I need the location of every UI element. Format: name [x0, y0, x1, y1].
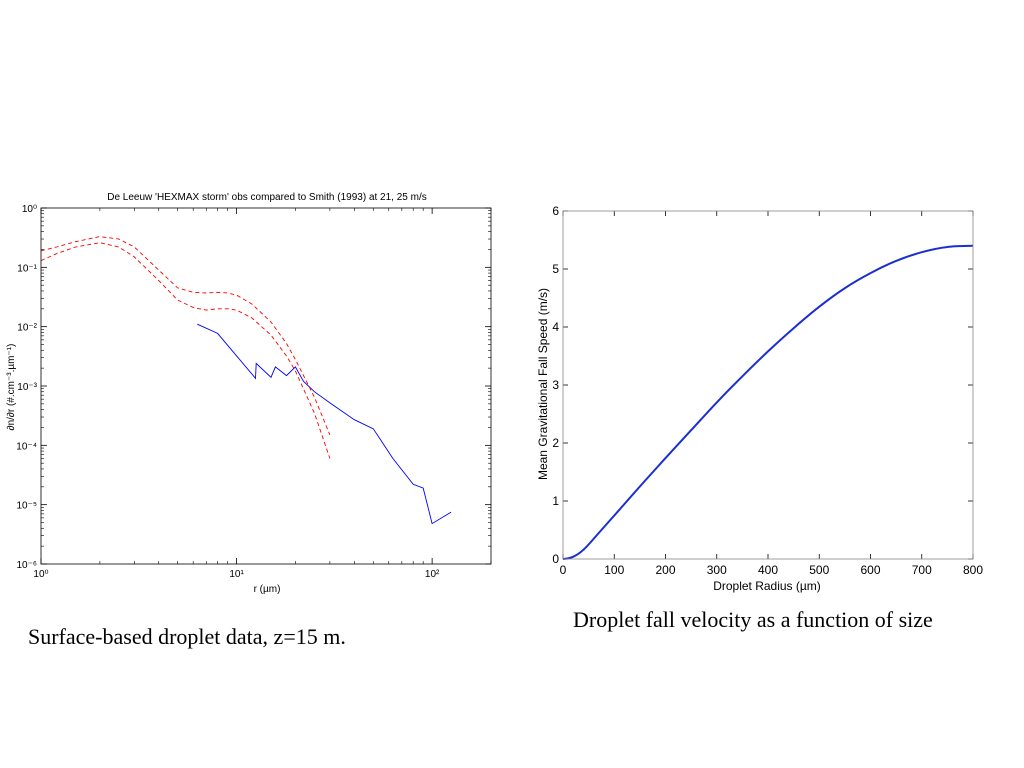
dashed-series-line	[40, 242, 331, 459]
x-tick-label: 500	[809, 563, 829, 577]
x-tick-label: 0	[560, 563, 567, 577]
y-tick-label: 2	[552, 436, 559, 450]
x-tick-label: 100	[604, 563, 624, 577]
x-tick-label: 10¹	[229, 569, 244, 580]
y-tick-label: 10⁻⁶	[16, 560, 37, 571]
plot-area: 10⁰ 10¹ 10² 10⁰ 10⁻¹ 10⁻² 10⁻³ 10⁻⁴ 10⁻⁵ 10⁻⁶	[16, 204, 492, 580]
x-tick-label: 600	[860, 563, 880, 577]
y-axis-label: ∂n/∂r (#.cm⁻³.µm⁻¹)	[6, 344, 17, 431]
x-tick-label: 200	[655, 563, 675, 577]
y-tick-label: 4	[552, 320, 559, 334]
plot-frame	[40, 207, 492, 565]
x-axis-label: r (µm)	[254, 584, 281, 595]
x-axis-label: Droplet Radius (µm)	[713, 579, 821, 593]
y-tick-label: 0	[552, 552, 559, 566]
plot-frame	[562, 210, 974, 560]
x-tick-label: 300	[707, 563, 727, 577]
dashed-series-line	[40, 236, 331, 436]
x-tick-label: 400	[758, 563, 778, 577]
y-axis-label: Mean Gravitational Fall Speed (m/s)	[536, 288, 550, 480]
y-tick-label: 10⁻⁵	[16, 501, 37, 512]
x-tick-label: 10⁰	[33, 569, 48, 580]
y-tick-label: 10⁻³	[17, 382, 37, 393]
x-tick-label: 800	[963, 563, 983, 577]
y-tick-label: 10⁰	[22, 204, 37, 215]
x-tick-label: 10²	[425, 569, 440, 580]
y-tick-label: 1	[552, 494, 559, 508]
chart-title: De Leeuw 'HEXMAX storm' obs compared to …	[107, 192, 427, 203]
plot-area: 0 100 200 300 400 500 600 700 800 0 1 2 3 4 5 6	[552, 204, 983, 577]
y-tick-label: 10⁻²	[17, 323, 37, 334]
y-tick-label: 5	[552, 262, 559, 276]
y-tick-label: 6	[552, 204, 559, 218]
y-tick-label: 10⁻¹	[17, 263, 37, 274]
y-tick-label: 3	[552, 378, 559, 392]
solid-series-line	[197, 323, 452, 525]
caption-fall-velocity: Droplet fall velocity as a function of s…	[573, 607, 933, 632]
x-tick-label: 700	[912, 563, 932, 577]
caption-surface-droplet-data: Surface-based droplet data, z=15 m.	[28, 624, 346, 649]
y-tick-label: 10⁻⁴	[16, 441, 37, 452]
fall-speed-series-line	[562, 244, 974, 560]
